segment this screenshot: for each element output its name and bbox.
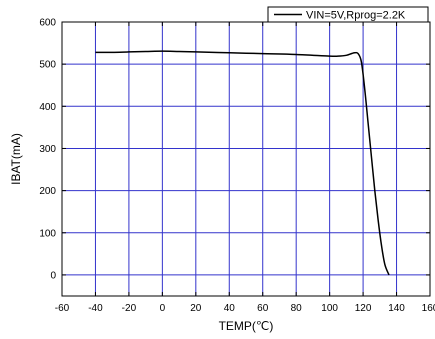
- y-tick-label: 500: [39, 60, 56, 71]
- x-tick-label: 0: [160, 303, 166, 314]
- x-tick-label: 100: [321, 303, 338, 314]
- x-tick-label: 40: [224, 303, 236, 314]
- x-tick-label: 20: [190, 303, 202, 314]
- x-tick-labels: -60 -40 -20 0 20 40 60 80 100 120 140 160: [55, 303, 435, 314]
- x-tick-label: -40: [88, 303, 103, 314]
- y-tick-label: 100: [39, 228, 56, 239]
- tick-marks: [61, 21, 431, 296]
- x-axis-label: TEMP(℃): [219, 319, 274, 333]
- y-tick-label: 600: [39, 18, 56, 29]
- y-tick-labels: 0 100 200 300 400 500 600: [39, 18, 56, 282]
- legend-label: VIN=5V,Rprog=2.2K: [306, 10, 406, 22]
- grid-lines: [62, 22, 430, 296]
- y-tick-label: 300: [39, 144, 56, 155]
- y-tick-label: 0: [50, 270, 56, 281]
- x-tick-label: -20: [122, 303, 137, 314]
- x-tick-label: 80: [291, 303, 303, 314]
- series-line: [95, 50, 390, 276]
- x-tick-label: 120: [355, 303, 372, 314]
- x-tick-label: 140: [388, 303, 405, 314]
- x-tick-label: -60: [55, 303, 70, 314]
- legend-box: [267, 6, 429, 23]
- y-tick-label: 400: [39, 102, 56, 113]
- x-tick-label: 60: [257, 303, 269, 314]
- plot-frame: [61, 21, 431, 297]
- y-axis-label: IBAT(mA): [9, 133, 23, 185]
- y-tick-label: 200: [39, 186, 56, 197]
- plot-series: [95, 50, 390, 276]
- legend: VIN=5V,Rprog=2.2K: [267, 6, 429, 23]
- x-tick-label: 160: [422, 303, 435, 314]
